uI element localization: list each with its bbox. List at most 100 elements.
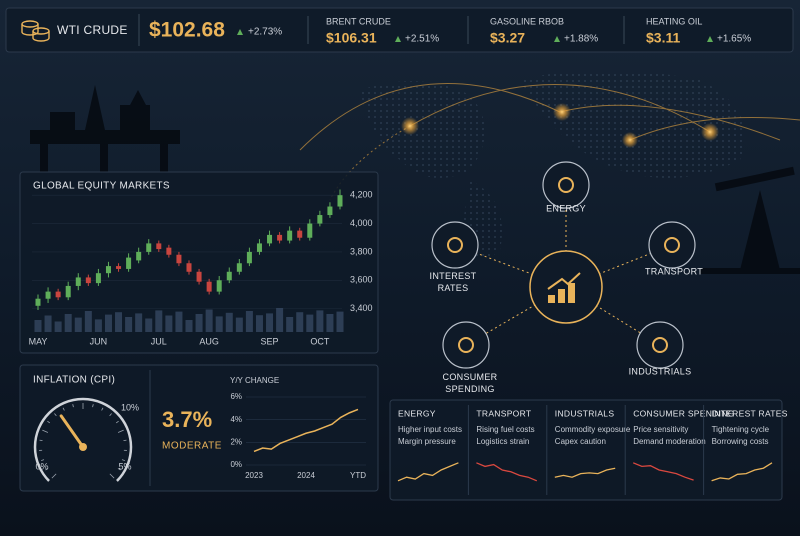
gauge-minor-tick [45,468,49,471]
node [431,221,479,269]
node-icon [664,237,680,253]
candle-body [126,257,132,269]
candle-body [246,251,252,264]
sparkline [397,462,459,482]
volume-bar [215,316,223,332]
volume-bar [336,311,344,332]
sparkline [711,462,773,482]
volume-bar [255,315,263,332]
gauge-tick-label: 0% [35,461,48,471]
sector-note: Rising fuel costs [476,425,534,434]
volume-bar [205,309,213,332]
icon-bar [558,289,565,303]
node-label: TRANSPORT [645,266,703,276]
up-arrow [237,29,243,35]
ticker-change: +2.73% [248,27,282,38]
ticker-price: $3.27 [490,30,525,46]
x-tick-label: OCT [310,336,330,346]
inflation-panel [19,364,379,492]
gauge-tick-label: 10% [121,402,139,412]
icon-bar [548,295,555,303]
chart-title: Y/Y CHANGE [230,376,279,385]
x-tick-label: MAY [29,336,48,346]
volume-bar [195,314,203,332]
gauge-minor-tick [72,404,74,408]
sector-note: Higher input costs [398,425,462,434]
candle-body [297,230,303,238]
y-tick-label: 6% [230,392,242,401]
x-tick-label: AUG [199,336,219,346]
sector-grid: ENERGY Higher input costs Margin pressure T… [397,405,788,495]
y-tick-label: 3,600 [350,275,373,285]
volume-bar [235,317,243,332]
gauge-tick-label: 5% [118,461,131,471]
y-tick-label: 2% [230,437,242,446]
connector [565,286,661,346]
y-tick-label: 4% [230,415,242,424]
volume-bar [125,317,133,332]
volume-bar [54,321,62,332]
up-arrow [554,36,560,42]
candle-body [186,263,192,272]
volume-bar [145,318,153,332]
cpi-line [253,408,359,453]
x-tick-label: YTD [350,471,366,480]
ticker-name: BRENT CRUDE [326,16,391,26]
node [542,161,590,209]
node-icon [458,337,474,353]
ticker-change: +1.88% [564,34,598,45]
volume-bar [306,314,314,332]
gauge-minor-tick [51,473,57,479]
node [636,321,684,369]
node-label: INTEREST RATES [430,271,477,293]
gauge-value: 3.7% [162,407,212,432]
candle-body [65,285,71,298]
ticker-price: $106.31 [326,30,377,46]
volume-bar [74,317,82,332]
sector-note: Tightening cycle [712,425,770,434]
oil-rig [30,85,180,172]
gauge-hub [79,443,87,451]
gauge-minor-tick [42,429,49,433]
gauge-minor-tick [121,459,125,461]
volume-bar [155,310,163,332]
gauge: 0% 5% 10% [33,397,139,482]
sector-title: CONSUMER SPENDING [633,408,734,418]
volume-bar [316,310,324,332]
node-label: ENERGY [546,203,586,213]
gauge-arc [33,397,133,482]
volume-bar [276,308,284,332]
ticker-change: +2.51% [405,34,439,45]
sparkline [476,462,538,482]
candle-body [307,223,313,238]
ticker-name: WTI CRUDE [57,23,128,37]
candle-body [287,230,293,241]
candle-body [136,251,142,261]
candle-body [337,195,343,207]
y-tick-label: 4,200 [350,190,373,200]
sector-note: Margin pressure [398,437,456,446]
icon-arrow [547,272,581,290]
candle-body [226,271,232,281]
volume-bar [165,315,173,332]
candle-body [267,234,273,244]
volume-bar [115,312,123,332]
node [648,221,696,269]
sector-note: Capex caution [555,437,606,446]
panel-title: GLOBAL EQUITY MARKETS [33,181,170,192]
up-arrow [707,36,713,42]
candle-body [277,234,283,241]
gauge-minor-tick [92,404,94,408]
node-icon [558,177,574,193]
volume-bar [245,311,253,332]
volume-bar [34,320,42,332]
sector-title: INTEREST RATES [712,408,788,418]
y-tick-label: 0% [230,460,242,469]
volume-bar [104,314,112,332]
volume-bar [326,314,334,332]
candle-body [196,271,202,282]
candle-body [236,263,242,272]
candle-body [35,298,41,306]
sector-note: Price sensitivity [633,425,688,434]
volume-bar [296,312,304,332]
